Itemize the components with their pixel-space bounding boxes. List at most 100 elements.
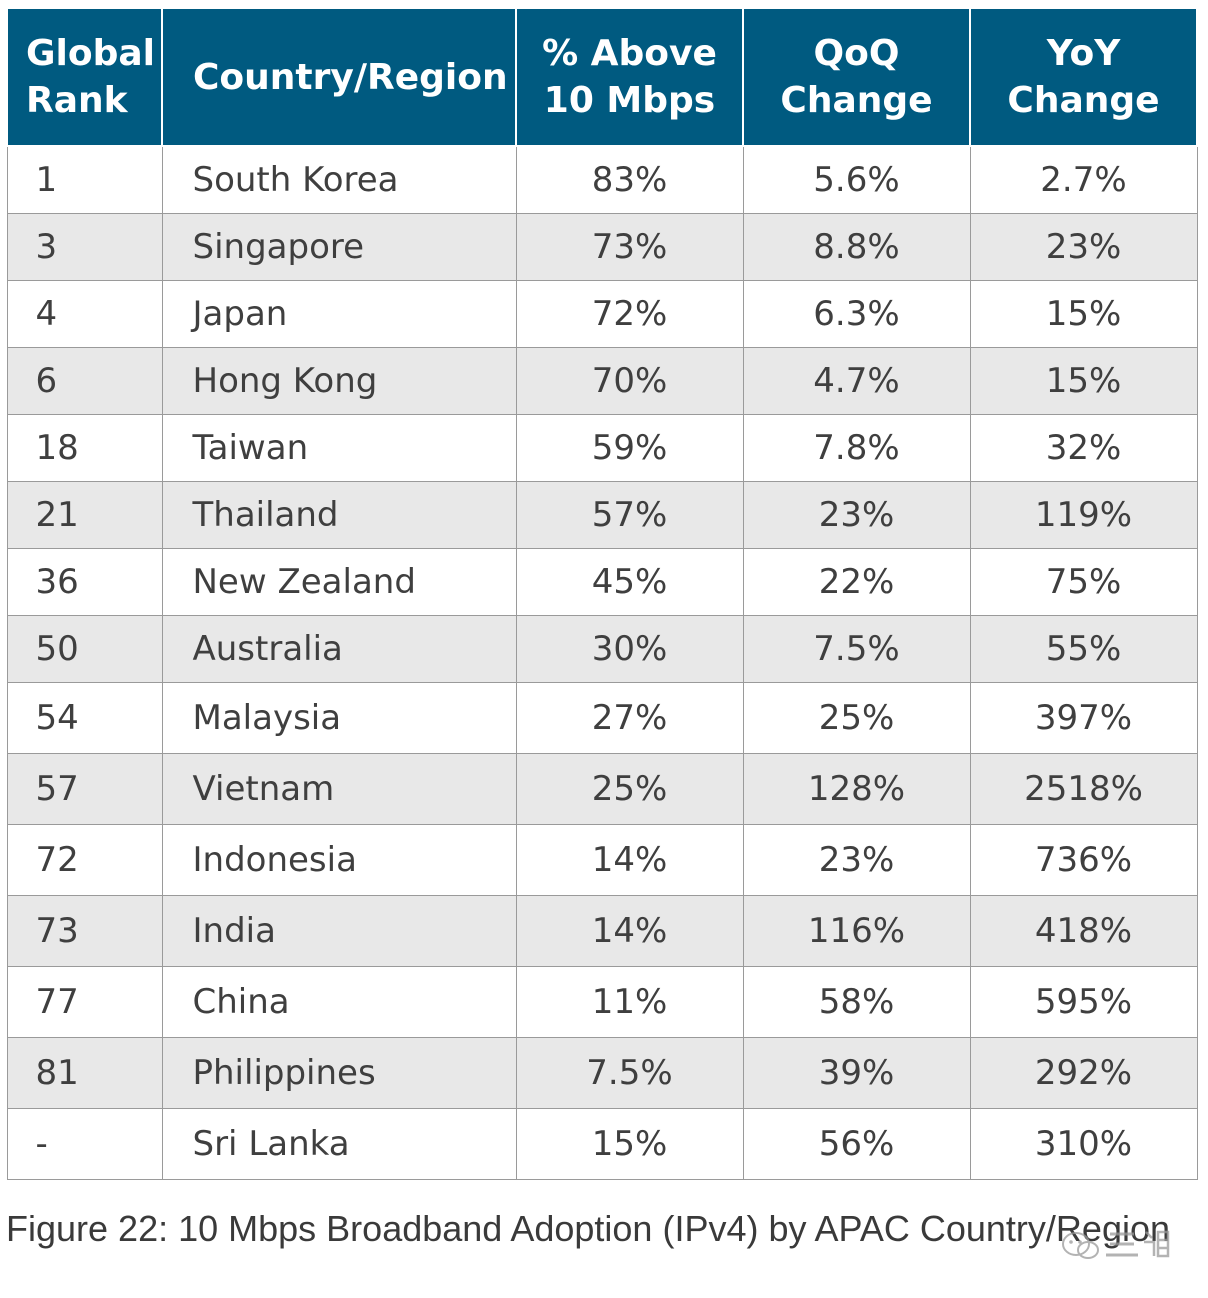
wechat-watermark-icon (1062, 1230, 1170, 1259)
cell-above-10mbps: 70% (515, 347, 744, 415)
header-global-rank-line1: Global (26, 33, 156, 74)
header-yoy-change: YoY Change (969, 7, 1198, 147)
cell-country-region: India (161, 895, 517, 967)
cell-country-region: Indonesia (161, 824, 517, 896)
cell-global-rank: 3 (6, 213, 163, 281)
header-qoq-line2: Change (780, 80, 933, 121)
cell-qoq-change: 58% (742, 966, 971, 1038)
cell-country-region: Australia (161, 615, 517, 683)
cell-above-10mbps: 30% (515, 615, 744, 683)
cell-global-rank: 1 (6, 145, 163, 214)
cell-qoq-change: 8.8% (742, 213, 971, 281)
cell-country-region: Vietnam (161, 753, 517, 825)
cell-above-10mbps: 11% (515, 966, 744, 1038)
cell-qoq-change: 7.5% (742, 615, 971, 683)
cell-yoy-change: 75% (969, 548, 1198, 616)
cell-qoq-change: 23% (742, 824, 971, 896)
cell-yoy-change: 2.7% (969, 145, 1198, 214)
header-row: Global Rank Country/Region % Above 10 Mb… (6, 7, 1198, 147)
cell-qoq-change: 23% (742, 481, 971, 549)
cell-above-10mbps: 25% (515, 753, 744, 825)
cell-country-region: Philippines (161, 1037, 517, 1109)
cell-yoy-change: 32% (969, 414, 1198, 482)
cell-above-10mbps: 15% (515, 1108, 744, 1180)
cell-country-region: New Zealand (161, 548, 517, 616)
table-row: 72 Indonesia 14% 23% 736% (6, 824, 1198, 896)
table-row: 50 Australia 30% 7.5% 55% (6, 615, 1198, 683)
adoption-table: Global Rank Country/Region % Above 10 Mb… (6, 7, 1198, 1180)
cell-global-rank: 57 (6, 753, 163, 825)
header-global-rank: Global Rank (6, 7, 163, 147)
header-yoy-line1: YoY (1046, 33, 1121, 74)
table-row: 57 Vietnam 25% 128% 2518% (6, 753, 1198, 825)
cell-global-rank: 21 (6, 481, 163, 549)
figure-caption: Figure 22: 10 Mbps Broadband Adoption (I… (6, 1208, 1171, 1249)
table-row: 73 India 14% 116% 418% (6, 895, 1198, 967)
cell-country-region: Sri Lanka (161, 1108, 517, 1180)
cell-above-10mbps: 27% (515, 682, 744, 754)
cell-above-10mbps: 14% (515, 824, 744, 896)
cell-qoq-change: 128% (742, 753, 971, 825)
header-above-10mbps: % Above 10 Mbps (515, 7, 744, 147)
cell-yoy-change: 119% (969, 481, 1198, 549)
cell-above-10mbps: 45% (515, 548, 744, 616)
cell-qoq-change: 5.6% (742, 145, 971, 214)
cell-qoq-change: 6.3% (742, 280, 971, 348)
cell-yoy-change: 23% (969, 213, 1198, 281)
cell-country-region: Thailand (161, 481, 517, 549)
cell-country-region: South Korea (161, 145, 517, 214)
header-above-line2: 10 Mbps (543, 80, 716, 121)
cell-above-10mbps: 73% (515, 213, 744, 281)
table-row: 6 Hong Kong 70% 4.7% 15% (6, 347, 1198, 415)
cell-yoy-change: 418% (969, 895, 1198, 967)
cell-country-region: Taiwan (161, 414, 517, 482)
table-row: - Sri Lanka 15% 56% 310% (6, 1108, 1198, 1180)
cell-qoq-change: 22% (742, 548, 971, 616)
cell-country-region: Malaysia (161, 682, 517, 754)
cell-country-region: Singapore (161, 213, 517, 281)
table-body: 1 South Korea 83% 5.6% 2.7% 3 Singapore 73% 8.8%… (6, 145, 1198, 1180)
cell-yoy-change: 292% (969, 1037, 1198, 1109)
cell-country-region: Hong Kong (161, 347, 517, 415)
header-qoq-change: QoQ Change (742, 7, 971, 147)
header-country-region: Country/Region (161, 7, 517, 147)
cell-global-rank: 4 (6, 280, 163, 348)
cell-yoy-change: 595% (969, 966, 1198, 1038)
cell-yoy-change: 310% (969, 1108, 1198, 1180)
header-qoq-line1: QoQ (813, 33, 900, 74)
cell-above-10mbps: 14% (515, 895, 744, 967)
table-row: 36 New Zealand 45% 22% 75% (6, 548, 1198, 616)
header-above-line1: % Above (542, 33, 717, 74)
cell-global-rank: 50 (6, 615, 163, 683)
cell-yoy-change: 2518% (969, 753, 1198, 825)
cell-above-10mbps: 83% (515, 145, 744, 214)
cell-yoy-change: 15% (969, 347, 1198, 415)
cell-global-rank: 54 (6, 682, 163, 754)
cell-above-10mbps: 72% (515, 280, 744, 348)
cell-qoq-change: 116% (742, 895, 971, 967)
cell-global-rank: 73 (6, 895, 163, 967)
table-row: 3 Singapore 73% 8.8% 23% (6, 213, 1198, 281)
cell-yoy-change: 55% (969, 615, 1198, 683)
cell-global-rank: - (6, 1108, 163, 1180)
cell-above-10mbps: 59% (515, 414, 744, 482)
cell-qoq-change: 25% (742, 682, 971, 754)
cell-country-region: China (161, 966, 517, 1038)
table-row: 21 Thailand 57% 23% 119% (6, 481, 1198, 549)
table-row: 18 Taiwan 59% 7.8% 32% (6, 414, 1198, 482)
header-global-rank-line2: Rank (26, 80, 128, 121)
table-row: 1 South Korea 83% 5.6% 2.7% (6, 145, 1198, 214)
cell-global-rank: 6 (6, 347, 163, 415)
cell-global-rank: 18 (6, 414, 163, 482)
table-row: 81 Philippines 7.5% 39% 292% (6, 1037, 1198, 1109)
table-row: 77 China 11% 58% 595% (6, 966, 1198, 1038)
cell-qoq-change: 56% (742, 1108, 971, 1180)
cell-country-region: Japan (161, 280, 517, 348)
cell-global-rank: 72 (6, 824, 163, 896)
cell-global-rank: 77 (6, 966, 163, 1038)
cell-yoy-change: 397% (969, 682, 1198, 754)
header-yoy-line2: Change (1007, 80, 1160, 121)
cell-qoq-change: 4.7% (742, 347, 971, 415)
cell-global-rank: 81 (6, 1037, 163, 1109)
cell-yoy-change: 15% (969, 280, 1198, 348)
